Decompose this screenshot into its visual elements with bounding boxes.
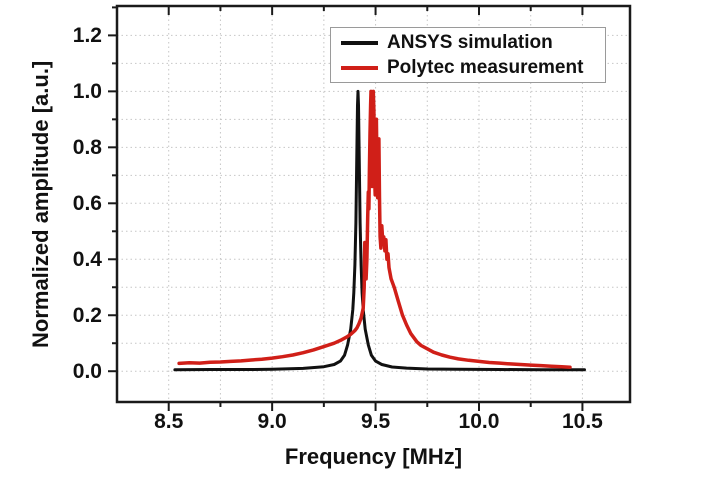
legend: ANSYS simulation Polytec measurement xyxy=(330,27,606,83)
legend-item-ansys-simulation: ANSYS simulation xyxy=(341,32,599,54)
x-axis-title: Frequency [MHz] xyxy=(284,444,463,469)
legend-label: Polytec measurement xyxy=(387,56,584,78)
y-tick-label: 0.8 xyxy=(72,136,102,160)
plot-frame xyxy=(115,4,632,404)
series-polytec-measurement-line xyxy=(177,89,572,370)
y-tick-label: 0.6 xyxy=(72,192,102,216)
legend-line-swatch xyxy=(341,40,378,45)
x-tick-label: 9.0 xyxy=(257,410,287,433)
x-tick-label: 9.5 xyxy=(360,410,391,433)
y-tick-label: 0.0 xyxy=(72,360,102,384)
y-tick-label: 1.0 xyxy=(72,80,102,104)
series-ansys-simulation-line xyxy=(173,89,586,372)
y-tick-label: 0.2 xyxy=(72,304,102,328)
legend-line-swatch xyxy=(341,65,378,70)
legend-item-polytec-measurement: Polytec measurement xyxy=(341,57,599,79)
x-tick-label: 10.5 xyxy=(561,410,603,433)
y-tick-label: 0.4 xyxy=(72,248,102,272)
y-tick-label: 1.2 xyxy=(72,24,102,48)
x-tick-label: 8.5 xyxy=(154,410,184,433)
legend-label: ANSYS simulation xyxy=(387,31,553,53)
x-tick-label: 10.0 xyxy=(458,410,500,433)
